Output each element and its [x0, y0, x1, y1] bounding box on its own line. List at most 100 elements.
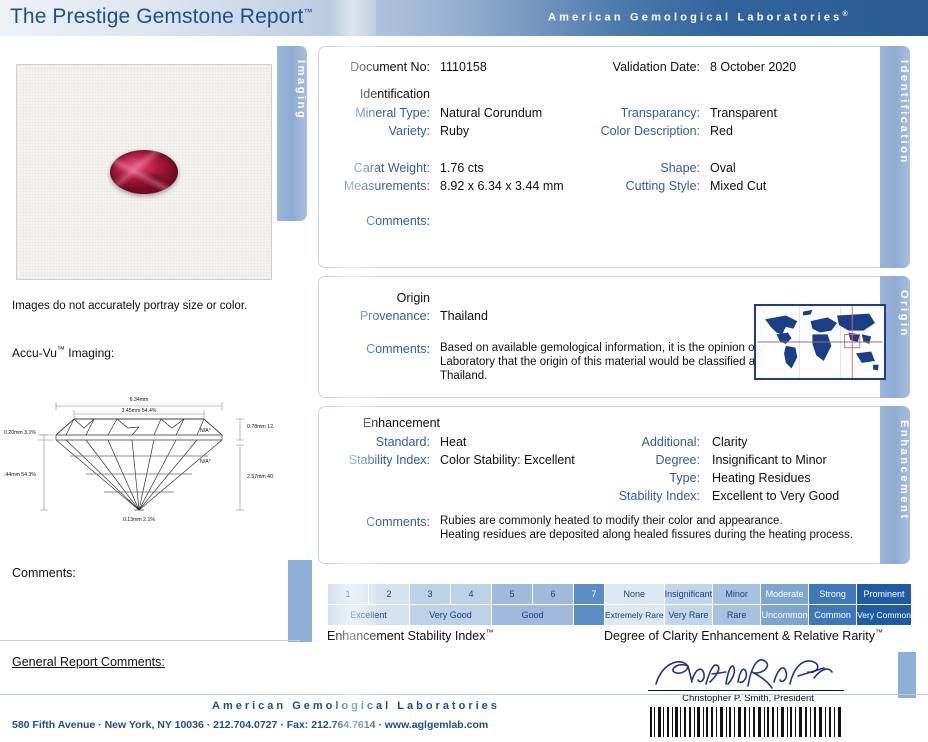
diagram-crown-height-label: 0.78mm 12.3% — [247, 424, 274, 430]
clarity-rarity-cell: Uncommon — [760, 604, 810, 626]
shape-label: Shape: — [660, 161, 700, 175]
enhancement-comments-label: Comments: — [366, 515, 430, 529]
clarity-degree-row: None Insignificant Minor Moderate Strong Prom… — [604, 583, 912, 605]
enhancement-standard-label: Standard: — [375, 435, 430, 449]
origin-world-map — [754, 304, 886, 380]
lab-name-header: American Gemological Laboratories® — [548, 11, 848, 24]
clarity-degree-cell: Insignificant — [663, 583, 714, 605]
accuvu-label-post: Imaging: — [64, 346, 115, 360]
general-report-comments-label: General Report Comments: — [12, 655, 165, 669]
enhancement-stability-index-label: Stability Index: — [348, 453, 430, 467]
enhancement-type-value: Heating Residues — [712, 471, 811, 485]
esi-grade-cell: Excellent — [327, 604, 410, 626]
cutting-style-label: Cutting Style: — [625, 179, 700, 193]
origin-comments-line3: Thailand. — [440, 370, 488, 382]
report-title-trademark: ™ — [303, 7, 313, 17]
origin-comments-line1: Based on available gemological informati… — [440, 342, 777, 354]
provenance-value: Thailand — [440, 309, 488, 323]
photo-disclaimer-text: Images do not accurately portray size or… — [12, 300, 248, 312]
lab-name-header-text: American Gemological Laboratories — [548, 11, 843, 24]
diagram-girdle-thickness-label: 0.20mm 3.1% — [4, 430, 36, 436]
diagram-culet-size-label: 0.13mm 2.1% — [123, 517, 155, 523]
ruby-gemstone-image — [110, 150, 178, 194]
esi-grade-cell: Good — [491, 604, 574, 626]
transparency-value: Transparent — [710, 106, 777, 120]
esi-number-cell: 4 — [450, 583, 492, 605]
provenance-label: Provenance: — [359, 309, 430, 323]
enhancement-comments-line1: Rubies are commonly heated to modify the… — [440, 515, 783, 527]
clarity-degree-cell: None — [604, 583, 665, 605]
report-barcode — [650, 707, 841, 737]
president-signature — [655, 659, 833, 689]
section-tab-enhancement-label: Enhancement — [898, 420, 910, 521]
map-origin-highlight-box — [844, 333, 861, 349]
lab-name-header-trademark: ® — [842, 11, 848, 18]
clarity-scale-caption-text: Degree of Clarity Enhancement & Relative… — [604, 629, 875, 644]
signature-rule — [648, 690, 844, 691]
variety-value: Ruby — [440, 124, 470, 138]
document-no-value: 1110158 — [440, 60, 487, 74]
clarity-scale-caption: Degree of Clarity Enhancement & Relative… — [604, 628, 883, 643]
mineral-type-value: Natural Corundum — [440, 106, 543, 120]
clarity-degree-cell: Prominent — [856, 583, 912, 605]
color-description-label: Color Description: — [600, 124, 700, 138]
clarity-rarity-row: Extremely Rare Very Rare Rare Uncommon Commo… — [604, 604, 912, 626]
signer-name: Christopher P. Smith, President — [682, 693, 814, 704]
imaging-comments-label: Comments: — [12, 566, 76, 580]
origin-comments-line2: Laboratory that the origin of this mater… — [440, 356, 761, 368]
diagram-pavilion-depth-label: 2.57mm 40.5% — [247, 474, 274, 480]
carat-weight-label: Carat Weight: — [353, 161, 430, 175]
origin-comments-label: Comments: — [366, 342, 430, 356]
girdle-thickness-dimension-line — [38, 434, 54, 441]
diagram-total-depth-label: 3.44mm 54.3% — [4, 472, 36, 478]
map-crosshair — [757, 306, 883, 378]
enhancement-stability-index2-value: Excellent to Very Good — [712, 489, 840, 503]
clarity-rarity-cell: Very Common — [856, 604, 912, 626]
clarity-degree-cell: Moderate — [760, 583, 810, 605]
table-dimension-line — [73, 410, 205, 418]
esi-number-cell: 2 — [368, 583, 410, 605]
measurements-label: Measurements: — [343, 179, 430, 193]
clarity-rarity-cell: Extremely Rare — [604, 604, 665, 626]
carat-weight-value: 1.76 cts — [440, 161, 484, 175]
section-tab-identification: Identification — [880, 46, 910, 268]
footer-divider — [0, 694, 928, 695]
width-dimension-line — [55, 402, 223, 410]
document-no-label: Document No: — [350, 60, 430, 74]
signature-block: Christopher P. Smith, President — [648, 652, 848, 742]
clarity-rarity-cell: Common — [808, 604, 858, 626]
clarity-rarity-cell: Rare — [712, 604, 762, 626]
section-tab-imaging-label: Imaging — [295, 60, 307, 121]
diagram-crown-angle-label: N/A° — [200, 428, 211, 434]
world-landmasses — [765, 309, 879, 371]
esi-scale-caption-text: Enhancement Stability Index — [327, 629, 486, 644]
report-title-text: The Prestige Gemstone Report — [10, 5, 304, 28]
footer-lab-name: American Gemological Laboratories — [212, 700, 500, 712]
validation-date-value: 8 October 2020 — [710, 60, 797, 74]
accuvu-gem-profile-diagram: 6.34mm 3.45mm 54.4% 0.78mm 12.3% 2.57mm … — [4, 397, 274, 523]
accuvu-label-pre: Accu-Vu — [12, 346, 57, 360]
enhancement-comments-line2: Heating residues are deposited along hea… — [440, 529, 853, 541]
section-tab-enhancement: Enhancement — [880, 406, 910, 564]
esi-number-cell: 1 — [327, 583, 369, 605]
diagram-pavilion-angle-label: N/A° — [200, 459, 211, 465]
right-accent-strip — [898, 652, 916, 698]
crown-height-dimension-line — [236, 418, 244, 441]
clarity-degree-cell: Strong — [808, 583, 858, 605]
transparency-label: Transparancy: — [620, 106, 700, 120]
esi-scale-caption-trademark: ™ — [485, 628, 494, 637]
enhancement-stability-index2-label: Stability Index: — [618, 489, 700, 503]
esi-number-cell: 3 — [409, 583, 451, 605]
enhancement-additional-value: Clarity — [712, 435, 748, 449]
left-accent-strip — [288, 560, 312, 642]
diagram-top-width-label: 6.34mm — [130, 397, 149, 403]
clarity-scale-caption-trademark: ™ — [874, 628, 883, 637]
enhancement-degree-value: Insignificant to Minor — [712, 453, 827, 467]
validation-date-label: Validation Date: — [612, 60, 700, 74]
pavilion-depth-dimension-line — [236, 444, 244, 511]
total-depth-dimension-line — [40, 434, 48, 511]
enhancement-section-label: Enhancement — [362, 416, 440, 430]
left-column-divider — [0, 640, 300, 641]
pavilion-outline — [55, 439, 223, 511]
enhancement-panel — [318, 406, 910, 564]
